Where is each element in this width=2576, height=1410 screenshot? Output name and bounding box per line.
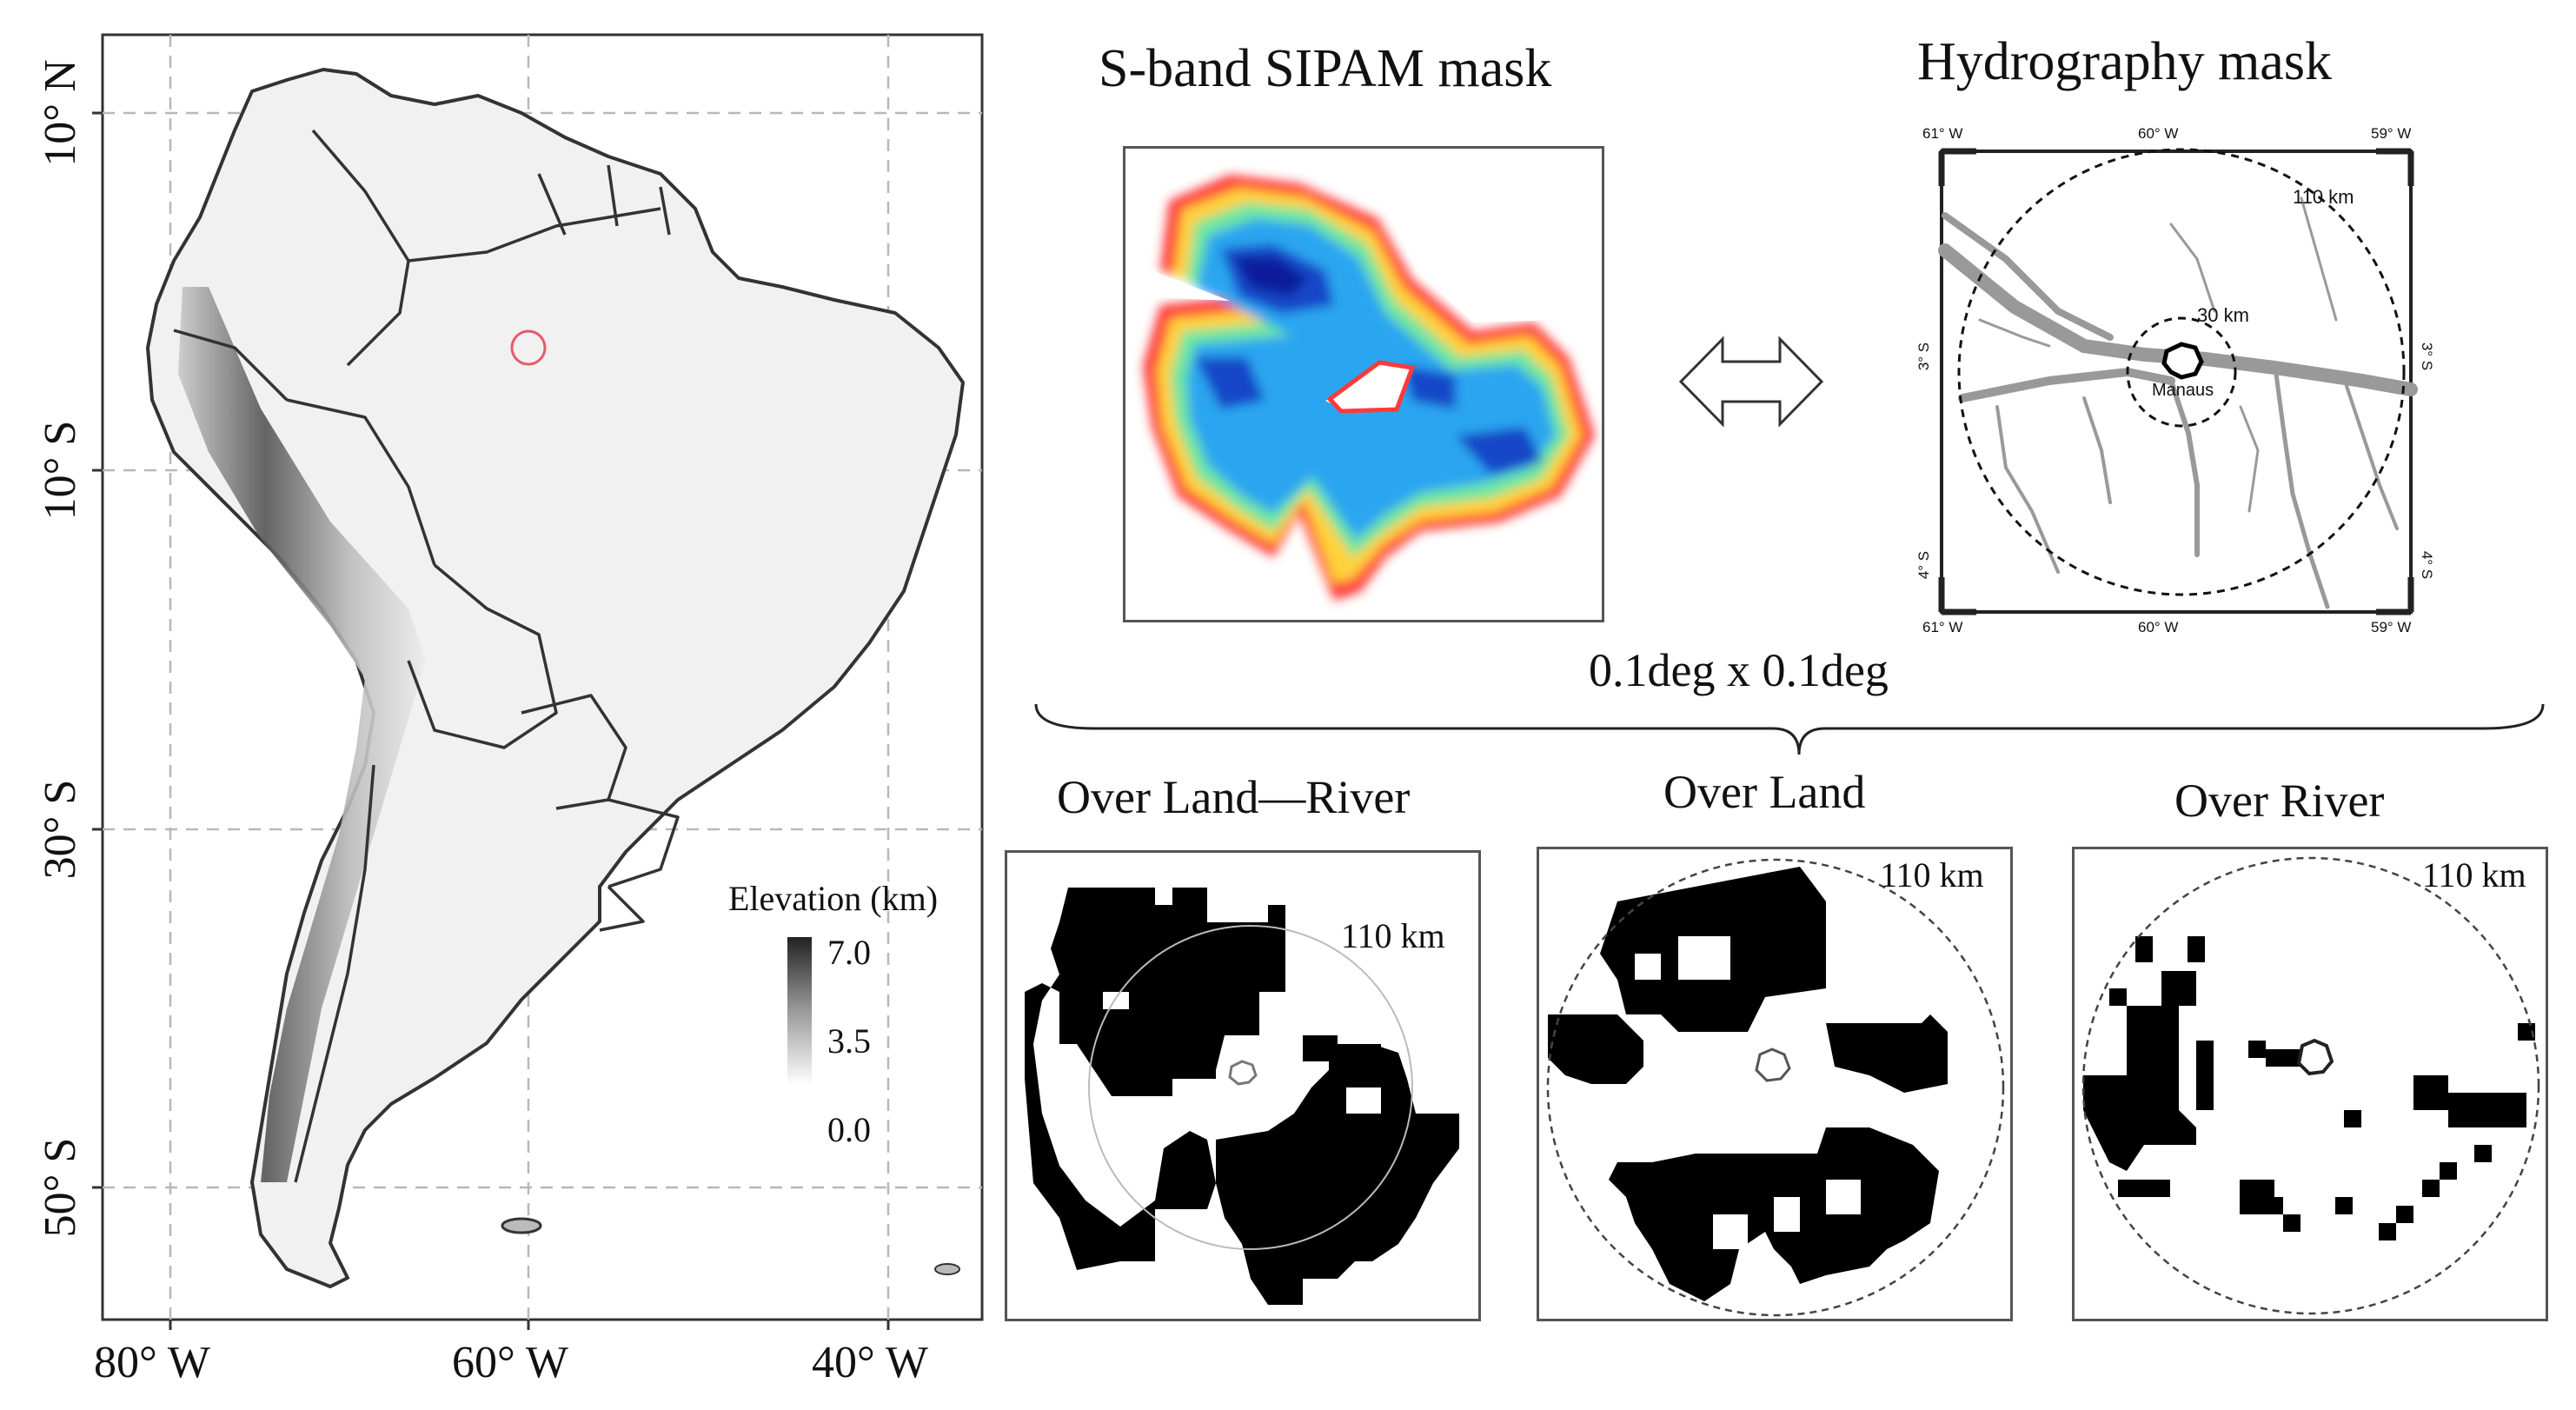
panel2-ring-110km xyxy=(1546,858,2005,1317)
andes-relief xyxy=(178,287,426,1182)
border-paraguay xyxy=(521,694,627,810)
panel-title-river: Over River xyxy=(2174,775,2385,827)
panel3-ring-110km xyxy=(2081,856,2540,1315)
panel-title-land-river: Over Land—River xyxy=(1057,771,1411,823)
border-guianas xyxy=(537,164,671,236)
panel1-manaus-outline xyxy=(1228,1060,1258,1086)
map-canvas xyxy=(92,33,984,1330)
south-america-map: 80° W 60° W 40° W 10° N 10° S 30° S 50° … xyxy=(0,0,1008,1410)
hydro-ring-30km-label: 30 km xyxy=(2197,304,2249,326)
hydro-top-tick-59w: 59° W xyxy=(2371,125,2412,142)
double-arrow-icon xyxy=(1678,336,1824,428)
panel3-manaus-outline xyxy=(2296,1038,2334,1076)
panel1-ring-label: 110 km xyxy=(1341,916,1445,955)
border-ecuador-peru xyxy=(173,329,289,402)
elevation-legend-max: 7.0 xyxy=(827,933,871,972)
manaus-label: Manaus xyxy=(2152,381,2214,400)
border-argentina-chile xyxy=(294,764,375,1183)
panel1-ring-110km xyxy=(1088,925,1413,1250)
hydro-bottom-tick-60w: 60° W xyxy=(2138,619,2179,635)
hydro-ring-110km xyxy=(1957,148,2406,596)
mask-panel-land-river: 110 km xyxy=(1005,850,1481,1321)
sipam-mask-panel xyxy=(1123,146,1604,622)
hydro-left-tick-3s: 3° S xyxy=(1915,342,1933,371)
sipam-title: S-band SIPAM mask xyxy=(1099,39,1552,98)
falkland-islands xyxy=(501,1217,542,1234)
mask-panel-river: 110 km xyxy=(2072,847,2548,1321)
elevation-legend-mid: 3.5 xyxy=(827,1021,871,1061)
panel-title-land: Over Land xyxy=(1663,766,1866,818)
hydro-right-tick-4s: 4° S xyxy=(2419,550,2436,580)
hydro-top-tick-60w: 60° W xyxy=(2138,125,2179,142)
sipam-heatmap xyxy=(1125,149,1602,601)
hydro-right-tick-3s: 3° S xyxy=(2419,342,2436,371)
lat-tick-30s: 30° S xyxy=(36,779,85,880)
grouping-brace xyxy=(1034,703,2545,755)
lat-tick-10s: 10° S xyxy=(36,420,85,521)
south-georgia xyxy=(934,1263,960,1275)
resolution-label: 0.1deg x 0.1deg xyxy=(1589,644,1889,696)
lon-tick-40w: 40° W xyxy=(812,1338,928,1387)
panel2-ring-label: 110 km xyxy=(1880,855,1984,895)
hydro-mask-panel: 61° W 60° W 59° W 61° W 60° W 59° W 3° S… xyxy=(1910,120,2440,642)
elevation-legend-title: Elevation (km) xyxy=(728,879,939,918)
hydro-ring-30km xyxy=(2126,316,2237,428)
lat-tick-10n: 10° N xyxy=(36,59,85,167)
elevation-legend-min: 0.0 xyxy=(827,1110,871,1149)
hydro-top-tick-61w: 61° W xyxy=(1922,125,1963,142)
hydro-ring-110km-label: 110 km xyxy=(2293,186,2354,208)
lat-tick-50s: 50° S xyxy=(36,1137,85,1238)
manaus-outline xyxy=(2161,342,2204,380)
hydro-map xyxy=(1938,148,2418,615)
border-argentina-brazil xyxy=(607,798,680,888)
panel2-manaus-outline xyxy=(1755,1048,1791,1082)
hydro-bottom-tick-61w: 61° W xyxy=(1922,619,1963,635)
hydro-left-tick-4s: 4° S xyxy=(1915,550,1933,580)
elevation-colorbar xyxy=(787,937,812,1085)
panel3-ring-label: 110 km xyxy=(2422,855,2526,895)
border-venezuela-brazil xyxy=(408,207,661,263)
radar-location-marker xyxy=(510,329,547,366)
lon-tick-60w: 60° W xyxy=(452,1338,568,1387)
hydro-title: Hydrography mask xyxy=(1917,32,2332,91)
border-bolivia xyxy=(407,563,558,749)
border-uruguay xyxy=(599,885,645,932)
mask-panel-land: 110 km xyxy=(1537,847,2013,1321)
hydro-bottom-tick-59w: 59° W xyxy=(2371,619,2412,635)
lon-tick-80w: 80° W xyxy=(94,1338,210,1387)
border-peru-brazil xyxy=(286,398,436,566)
